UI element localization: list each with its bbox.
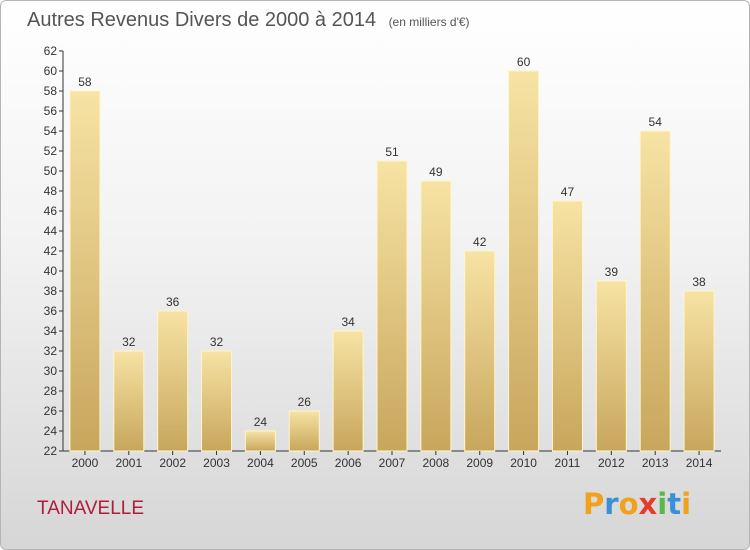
bar-2004	[244, 430, 276, 452]
bar-value-label: 34	[341, 315, 355, 329]
bar-value-label: 38	[692, 275, 706, 289]
bar-value-label: 54	[649, 115, 663, 129]
x-tick-label: 2012	[598, 456, 625, 470]
y-tick-label: 60	[44, 64, 58, 78]
bar-2008	[420, 180, 452, 452]
logo-letter: i	[681, 487, 692, 521]
bar-value-label: 42	[473, 235, 487, 249]
chart-title-block: Autres Revenus Divers de 2000 à 2014 (en…	[27, 9, 470, 32]
y-tick-label: 62	[44, 44, 58, 58]
y-tick-label: 46	[44, 204, 58, 218]
bar-2003	[201, 350, 233, 452]
y-tick-label: 38	[44, 284, 58, 298]
y-tick-label: 28	[44, 384, 58, 398]
bar-value-label: 60	[517, 55, 531, 69]
bar-2006	[332, 330, 364, 452]
y-tick-label: 34	[44, 324, 58, 338]
x-tick-label: 2001	[115, 456, 142, 470]
bar-2002	[157, 310, 189, 452]
bar-2011	[551, 200, 583, 452]
x-tick-label: 2010	[510, 456, 537, 470]
bar-value-label: 58	[78, 75, 92, 89]
bar-2005	[288, 410, 320, 452]
bar-2013	[639, 130, 671, 452]
bar-value-label: 36	[166, 295, 180, 309]
bar-value-label: 32	[122, 335, 136, 349]
logo-letter: x	[638, 487, 658, 521]
chart-title: Autres Revenus Divers de 2000 à 2014	[27, 9, 377, 31]
bar-value-label: 47	[561, 185, 575, 199]
bar-2001	[113, 350, 145, 452]
bar-2012	[595, 280, 627, 452]
commune-name: TANAVELLE	[37, 498, 145, 519]
bar-2000	[69, 90, 101, 452]
bar-2014	[683, 290, 715, 452]
y-tick-label: 56	[44, 104, 58, 118]
y-tick-label: 44	[44, 224, 58, 238]
x-tick-label: 2007	[379, 456, 406, 470]
x-tick-label: 2011	[555, 456, 581, 470]
x-tick-label: 2006	[335, 456, 362, 470]
x-tick-label: 2005	[291, 456, 318, 470]
logo-letter: P	[583, 487, 605, 521]
bar-value-label: 32	[210, 335, 224, 349]
y-tick-label: 50	[44, 164, 58, 178]
y-tick-label: 58	[44, 84, 58, 98]
y-tick-label: 30	[44, 364, 58, 378]
y-tick-label: 48	[44, 184, 58, 198]
bar-2007	[376, 160, 408, 452]
bar-2010	[508, 70, 540, 452]
chart-title-unit: (en milliers d'€)	[388, 15, 470, 29]
y-tick-label: 54	[44, 124, 58, 138]
y-tick-label: 40	[44, 264, 58, 278]
x-tick-label: 2002	[159, 456, 186, 470]
bar-value-label: 26	[298, 395, 312, 409]
x-tick-label: 2004	[247, 456, 274, 470]
x-tick-label: 2013	[642, 456, 669, 470]
proxiti-logo: Proxiti	[583, 487, 691, 521]
x-tick-label: 2000	[72, 456, 99, 470]
y-tick-label: 42	[44, 244, 58, 258]
y-tick-label: 24	[44, 424, 58, 438]
bar-2009	[464, 250, 496, 452]
y-tick-label: 52	[44, 144, 58, 158]
bar-value-label: 24	[254, 415, 268, 429]
logo-letter: r	[604, 487, 619, 521]
x-tick-label: 2009	[466, 456, 493, 470]
bar-value-label: 39	[605, 265, 619, 279]
y-tick-label: 36	[44, 304, 58, 318]
logo-letter: t	[667, 487, 682, 521]
logo-letter: i	[657, 487, 668, 521]
y-tick-label: 26	[44, 404, 58, 418]
x-tick-label: 2003	[203, 456, 230, 470]
bar-value-label: 51	[385, 145, 399, 159]
logo-letter: o	[618, 487, 639, 521]
bar-value-label: 49	[429, 165, 443, 179]
x-tick-label: 2014	[686, 456, 713, 470]
x-tick-label: 2008	[423, 456, 450, 470]
y-tick-label: 32	[44, 344, 58, 358]
y-tick-label: 22	[44, 444, 58, 458]
